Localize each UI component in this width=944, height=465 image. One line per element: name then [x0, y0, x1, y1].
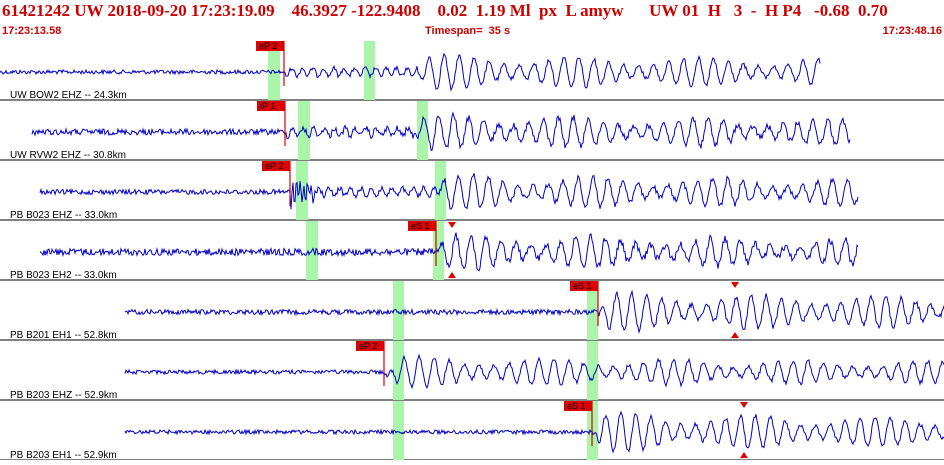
station-label: PB B023 EHZ -- 33.0km	[10, 210, 117, 221]
trace-row[interactable]: eP 2 PB B023 EHZ -- 33.0km	[0, 161, 944, 221]
event-header: 61421242 UW 2018-09-20 17:23:19.09 46.39…	[0, 0, 944, 40]
amplitude-marker-bottom	[448, 272, 456, 278]
pick-flag	[564, 401, 592, 411]
pick-window-band	[393, 281, 404, 340]
phase-pick-marker[interactable]: eS 1	[570, 281, 599, 326]
pick-window-band	[364, 41, 375, 100]
station-label: PB B201 EH1 -- 52.8km	[10, 330, 117, 341]
waveform-trace[interactable]	[0, 52, 821, 92]
pick-window-band	[587, 341, 598, 400]
station-label: PB B203 EHZ -- 52.9km	[10, 390, 117, 401]
timespan-label: Timespan= 35 s	[425, 25, 511, 37]
waveform-trace[interactable]	[39, 173, 859, 210]
amplitude-marker-top	[731, 282, 739, 288]
phase-pick-marker[interactable]: eP 2	[256, 41, 285, 86]
trace-row[interactable]: eS 1 PB B023 EH2 -- 33.0km	[0, 221, 944, 281]
pick-label: eS 1	[567, 401, 586, 411]
end-time-label: 17:23:48.16	[882, 25, 942, 37]
pick-label: eP 2	[259, 41, 277, 51]
pick-flag	[408, 221, 436, 231]
pick-flag	[256, 41, 284, 51]
pick-label: eP 2	[265, 161, 283, 171]
pick-label: eS 1	[411, 221, 430, 231]
phase-pick-marker[interactable]: eP 2	[262, 161, 291, 206]
seismogram-canvas[interactable]: eP 2 UW BOW2 EHZ -- 24.3km iP 1 UW RVW2 EHZ…	[0, 40, 944, 461]
start-time-label: 17:23:13.58	[2, 25, 62, 37]
phase-pick-marker[interactable]: eP 2	[356, 341, 385, 386]
pick-window-band	[393, 341, 404, 400]
phase-pick-marker[interactable]: iP 1	[257, 101, 286, 146]
trace-row[interactable]: eP 2 PB B203 EHZ -- 52.9km	[0, 341, 944, 401]
waveform-trace[interactable]	[124, 353, 944, 390]
waveform-trace[interactable]	[31, 111, 851, 151]
amplitude-marker-bottom	[740, 452, 748, 458]
pick-window-band	[393, 401, 404, 460]
station-label: PB B023 EH2 -- 33.0km	[10, 270, 117, 281]
trace-row[interactable]: eP 2 UW BOW2 EHZ -- 24.3km	[0, 41, 944, 101]
pick-flag	[257, 101, 285, 111]
pick-label: iP 1	[260, 101, 275, 111]
station-label: UW BOW2 EHZ -- 24.3km	[10, 90, 127, 101]
station-label: PB B203 EH1 -- 52.9km	[10, 450, 117, 460]
trace-row[interactable]: eS 1 PB B201 EH1 -- 52.8km	[0, 281, 944, 341]
station-label: UW RVW2 EHZ -- 30.8km	[10, 150, 126, 161]
amplitude-marker-top	[448, 222, 456, 228]
seismogram-panel[interactable]: eP 2 UW BOW2 EHZ -- 24.3km iP 1 UW RVW2 EHZ…	[0, 40, 944, 461]
pick-window-band	[296, 161, 308, 220]
trace-row[interactable]: iP 1 UW RVW2 EHZ -- 30.8km	[0, 101, 944, 161]
phase-pick-marker[interactable]: eS 1	[564, 401, 593, 446]
trace-row[interactable]: eS 1 PB B203 EH1 -- 52.9km	[0, 401, 944, 461]
pick-flag	[356, 341, 384, 351]
event-summary-title: 61421242 UW 2018-09-20 17:23:19.09 46.39…	[2, 1, 888, 20]
amplitude-marker-bottom	[731, 332, 739, 338]
pick-label: eS 1	[573, 281, 592, 291]
pick-flag	[262, 161, 290, 171]
pick-flag	[570, 281, 598, 291]
phase-pick-marker[interactable]: eS 1	[408, 221, 437, 266]
waveform-trace[interactable]	[124, 410, 944, 454]
waveform-trace[interactable]	[124, 289, 944, 335]
pick-window-band	[417, 101, 428, 160]
amplitude-marker-top	[740, 402, 748, 408]
waveform-trace[interactable]	[39, 232, 859, 272]
pick-label: eP 2	[359, 341, 377, 351]
